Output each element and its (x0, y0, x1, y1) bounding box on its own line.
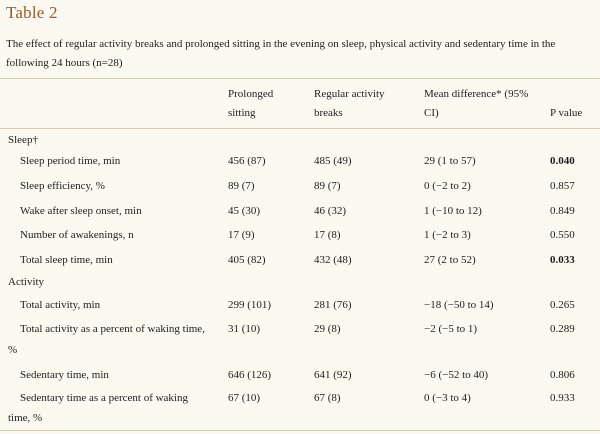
cell-pvalue: 0.857 (550, 180, 575, 192)
cell-regular: 46 (32) (314, 205, 347, 217)
cell-mean-diff: 1 (−2 to 3) (424, 229, 471, 241)
cell-regular: 432 (48) (314, 254, 352, 266)
row-label-line-1: Total activity as a percent of waking ti… (20, 323, 205, 335)
row-label-line-2: % (8, 344, 18, 356)
cell-prolonged: 67 (10) (228, 392, 261, 404)
cell-mean-diff: 0 (−3 to 4) (424, 392, 471, 404)
col-header-regular-1: Regular activity (314, 88, 385, 100)
cell-mean-diff: 29 (1 to 57) (424, 155, 476, 167)
cell-pvalue: 0.933 (550, 392, 575, 404)
row-label-line-2: time, % (8, 412, 43, 424)
col-header-prolonged-2: sitting (228, 107, 256, 119)
row-label: Number of awakenings, n (20, 229, 134, 241)
header-bottom-rule (0, 128, 600, 129)
cell-pvalue: 0.806 (550, 369, 575, 381)
cell-prolonged: 17 (9) (228, 229, 255, 241)
row-label: Sleep efficiency, % (20, 180, 105, 192)
cell-mean-diff: 0 (−2 to 2) (424, 180, 471, 192)
cell-regular: 29 (8) (314, 323, 341, 335)
col-header-mean-diff-2: CI) (424, 107, 439, 119)
cell-mean-diff: 27 (2 to 52) (424, 254, 476, 266)
cell-mean-diff: −6 (−52 to 40) (424, 369, 489, 381)
cell-regular: 485 (49) (314, 155, 352, 167)
col-header-regular-2: breaks (314, 107, 343, 119)
cell-regular: 641 (92) (314, 369, 352, 381)
cell-prolonged: 299 (101) (228, 299, 272, 311)
row-label: Total sleep time, min (20, 254, 113, 266)
col-header-prolonged-1: Prolonged (228, 88, 274, 100)
row-label-line-1: Sedentary time as a percent of waking (20, 392, 188, 404)
cell-prolonged: 89 (7) (228, 180, 255, 192)
cell-regular: 17 (8) (314, 229, 341, 241)
cell-prolonged: 646 (126) (228, 369, 272, 381)
cell-mean-diff: −2 (−5 to 1) (424, 323, 478, 335)
row-label: Sleep period time, min (20, 155, 121, 167)
row-label: Total activity, min (20, 299, 101, 311)
section-label-sleep: Sleep† (8, 134, 38, 146)
table-caption: The effect of regular activity breaks an… (6, 38, 556, 69)
row-label: Wake after sleep onset, min (20, 205, 142, 217)
cell-mean-diff: −18 (−50 to 14) (424, 299, 494, 311)
cell-pvalue: 0.040 (550, 155, 575, 167)
col-header-pvalue: P value (550, 107, 583, 119)
section-label-activity: Activity (8, 276, 45, 288)
table-title: Table 2 (6, 3, 58, 22)
cell-regular: 89 (7) (314, 180, 341, 192)
cell-prolonged: 456 (87) (228, 155, 266, 167)
cell-pvalue: 0.550 (550, 229, 575, 241)
cell-pvalue: 0.289 (550, 323, 575, 335)
cell-mean-diff: 1 (−10 to 12) (424, 205, 482, 217)
cell-prolonged: 31 (10) (228, 323, 261, 335)
cell-prolonged: 405 (82) (228, 254, 266, 266)
cell-pvalue: 0.849 (550, 205, 575, 217)
cell-pvalue: 0.265 (550, 299, 575, 311)
cell-prolonged: 45 (30) (228, 205, 261, 217)
row-label: Sedentary time, min (20, 369, 109, 381)
cell-regular: 281 (76) (314, 299, 352, 311)
cell-regular: 67 (8) (314, 392, 341, 404)
header-top-rule (0, 78, 600, 79)
col-header-mean-diff-1: Mean difference* (95% (424, 88, 529, 100)
table-bottom-rule (0, 430, 600, 431)
cell-pvalue: 0.033 (550, 254, 575, 266)
